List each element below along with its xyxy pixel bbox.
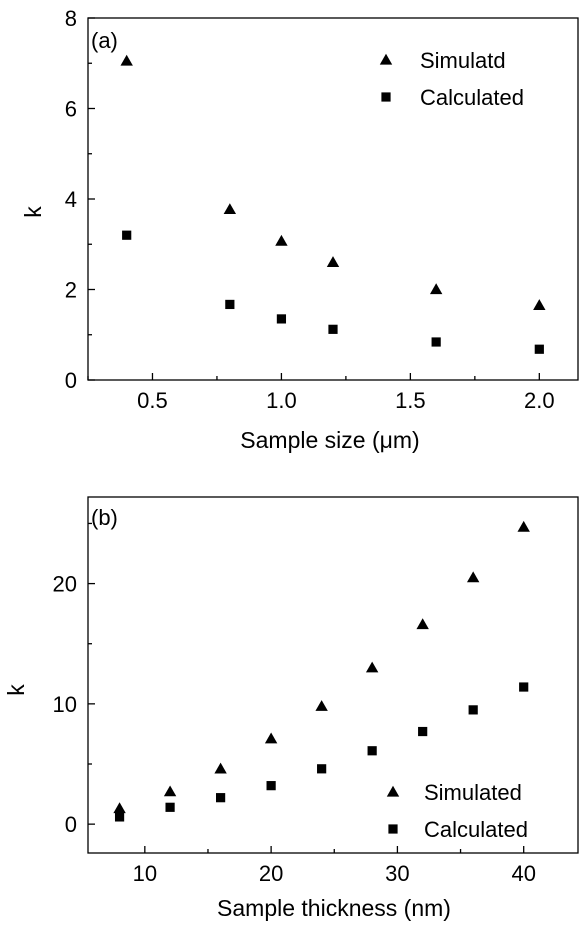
panel-b-y-tick-label: 10 xyxy=(53,692,77,717)
panel-b-plot-frame xyxy=(87,496,579,854)
panel-a-x-tick-label: 1.0 xyxy=(266,388,297,413)
panel-a-calculated-point xyxy=(225,299,235,310)
panel-b-simulated-point xyxy=(163,785,177,797)
panel-a-calculated-point xyxy=(276,314,287,324)
panel-b-calculated-point xyxy=(418,726,428,737)
panel-a-y-tick-label: 8 xyxy=(65,6,77,31)
panel-b-label: (b) xyxy=(91,505,118,530)
panel-a-y-tick-label: 6 xyxy=(65,97,77,122)
panel-a-simulated-point xyxy=(275,234,288,246)
panel-b-calculated-point xyxy=(266,781,276,791)
panel-a-calculated-point xyxy=(534,344,544,354)
panel-a-calculated-point xyxy=(122,230,132,240)
panel-b-simulated-point xyxy=(113,802,126,814)
panel-b-simulated-point xyxy=(214,762,227,774)
panel-a-legend-calculated-label: Calculated xyxy=(420,85,524,110)
panel-b-legend-simulated-marker xyxy=(386,785,400,797)
panel-a-label: (a) xyxy=(91,28,118,53)
panel-a-simulated-point xyxy=(120,54,133,66)
panel-a-calculated-point xyxy=(328,324,338,334)
panel-a-legend-simulated-marker xyxy=(379,53,393,65)
panel-b-simulated-point xyxy=(517,520,530,532)
panel-a-simulated-point xyxy=(326,256,340,267)
panel-a-y-tick-label: 2 xyxy=(65,278,77,303)
panel-b-simulated-point xyxy=(416,618,429,630)
panel-b-calculated-point xyxy=(367,746,377,756)
panel-b-x-tick-label: 40 xyxy=(511,861,535,886)
panel-a-legend-calculated-marker xyxy=(381,92,391,102)
panel-b-chart: (b) Sample thickness (nm) k 10 20 30 40 0 10 2… xyxy=(3,496,579,921)
panel-b-y-tick-label: 20 xyxy=(53,572,77,597)
panel-b-y-axis-title: k xyxy=(3,684,29,696)
panel-a-x-tick-label: 1.5 xyxy=(395,388,426,413)
panel-b-simulated-point xyxy=(466,571,480,583)
panel-b-calculated-point xyxy=(165,802,175,812)
panel-a-y-tick-label: 4 xyxy=(65,187,77,212)
panel-a-x-tick-label: 0.5 xyxy=(137,388,168,413)
panel-b-calculated-point xyxy=(317,764,327,774)
panel-b-calculated-point xyxy=(468,705,478,715)
panel-b-simulated-point xyxy=(315,700,328,711)
panel-a-calculated-point xyxy=(431,337,441,347)
panel-a-y-tick-label: 0 xyxy=(65,368,77,393)
panel-a-x-axis-title: Sample size (μm) xyxy=(240,427,419,453)
panel-b-legend-calculated-marker xyxy=(388,824,398,834)
panel-b-x-tick-label: 20 xyxy=(259,861,283,886)
panel-b-x-tick-label: 30 xyxy=(385,861,409,886)
panel-b-calculated-point xyxy=(216,793,226,803)
panel-a-x-tick-label: 2.0 xyxy=(524,388,555,413)
panel-b-simulated-point xyxy=(365,661,379,673)
panel-b-legend-simulated-label: Simulated xyxy=(424,780,522,805)
panel-b-calculated-point xyxy=(114,812,125,822)
panel-b-x-axis-title: Sample thickness (nm) xyxy=(217,895,451,921)
panel-a-simulated-point xyxy=(533,299,546,310)
panel-b-simulated-point xyxy=(264,732,278,744)
panel-a-chart: (a) Sample size (μm) k 0.5 1.0 1.5 2.0 0 2 4 6 8… xyxy=(20,6,579,453)
panel-b-legend-calculated-label: Calculated xyxy=(424,817,528,842)
panel-b-y-tick-label: 0 xyxy=(65,812,77,837)
panel-b-calculated-point xyxy=(519,682,529,692)
panel-a-legend-simulated-label: Simulatd xyxy=(420,48,506,73)
panel-a-simulated-point xyxy=(223,203,237,215)
panel-a-y-axis-title: k xyxy=(20,206,46,218)
panel-b-x-tick-label: 10 xyxy=(133,861,157,886)
panel-a-simulated-point xyxy=(429,283,443,295)
